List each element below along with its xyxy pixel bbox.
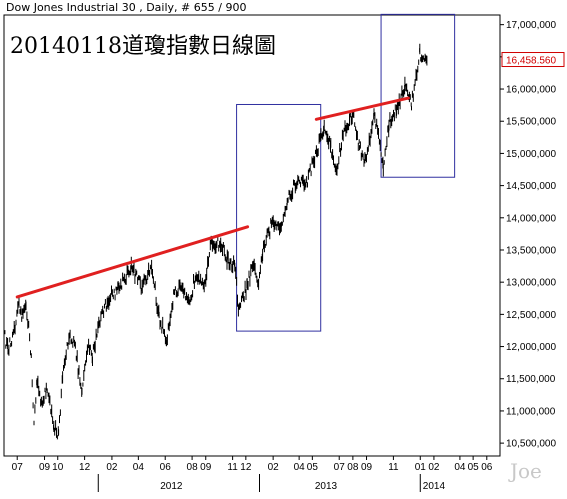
highlight-box bbox=[236, 103, 322, 332]
y-tick-label: 11,500,000 bbox=[506, 374, 556, 385]
y-tick-label: 12,500,000 bbox=[506, 310, 556, 321]
x-tick-label: 04 bbox=[133, 462, 145, 473]
price-bars bbox=[3, 43, 428, 440]
x-tick-label: 05 bbox=[307, 462, 319, 473]
y-tick-label: 12,000,000 bbox=[506, 342, 556, 353]
x-tick-label: 09 bbox=[361, 462, 373, 473]
y-tick-label: 15,500,000 bbox=[506, 117, 556, 128]
last-value-box bbox=[501, 52, 565, 68]
y-tick-label: 15,000,000 bbox=[506, 149, 556, 160]
y-tick-label: 13,000,000 bbox=[506, 278, 556, 289]
y-tick-label: 16,000,000 bbox=[506, 85, 556, 96]
x-tick-label: 11 bbox=[388, 462, 399, 473]
y-tick-label: 10,500,000 bbox=[506, 439, 556, 450]
y-tick-label: 14,000,000 bbox=[506, 213, 556, 224]
x-tick-label: 07 bbox=[334, 462, 346, 473]
x-tick-label: 04 bbox=[454, 462, 466, 473]
x-tick-label: 05 bbox=[468, 462, 480, 473]
x-year-label: 2013 bbox=[315, 481, 338, 492]
chart-header: Dow Jones Industrial 30 , Daily, # 655 /… bbox=[6, 1, 247, 14]
trendline bbox=[314, 96, 410, 121]
x-tick-label: 09 bbox=[200, 462, 212, 473]
x-tick-label: 12 bbox=[240, 462, 252, 473]
x-tick-label: 08 bbox=[187, 462, 199, 473]
x-tick-label: 08 bbox=[347, 462, 359, 473]
author-watermark: Joe bbox=[510, 459, 542, 483]
y-tick-label: 11,000,000 bbox=[506, 406, 556, 417]
x-tick-label: 02 bbox=[268, 462, 280, 473]
x-tick-label: 06 bbox=[160, 462, 172, 473]
chart-title: 20140118道瓊指數日線圖 bbox=[10, 34, 276, 59]
y-tick-label: 13,500,000 bbox=[506, 245, 556, 256]
x-year-label: 2012 bbox=[160, 481, 183, 492]
trendline bbox=[15, 225, 250, 299]
x-year-label: 2014 bbox=[423, 481, 446, 492]
x-tick-label: 01 bbox=[415, 462, 427, 473]
x-tick-label: 02 bbox=[428, 462, 440, 473]
x-tick-label: 10 bbox=[52, 462, 64, 473]
y-tick-label: 17,000,000 bbox=[506, 20, 556, 31]
y-tick-label: 14,500,000 bbox=[506, 181, 556, 192]
last-value-label: 16,458.560 bbox=[506, 56, 556, 67]
x-tick-label: 09 bbox=[39, 462, 51, 473]
highlight-box bbox=[380, 13, 456, 178]
plot-frame bbox=[3, 14, 501, 457]
x-tick-label: 02 bbox=[106, 462, 118, 473]
x-tick-label: 06 bbox=[481, 462, 493, 473]
x-tick-label: 07 bbox=[12, 462, 24, 473]
x-tick-label: 04 bbox=[294, 462, 306, 473]
x-tick-label: 12 bbox=[79, 462, 91, 473]
x-tick-label: 11 bbox=[227, 462, 238, 473]
